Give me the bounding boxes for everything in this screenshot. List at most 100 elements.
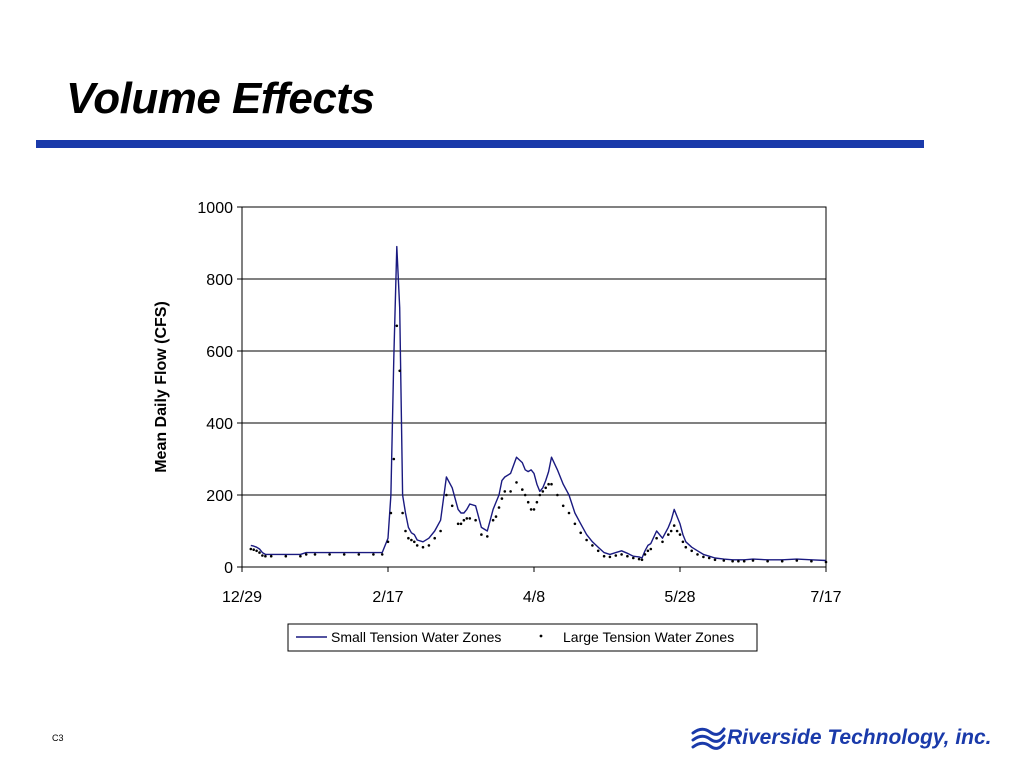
data-point xyxy=(614,554,618,557)
data-point xyxy=(386,540,390,544)
data-point xyxy=(503,490,507,493)
data-point xyxy=(737,559,740,563)
data-point xyxy=(486,535,489,538)
data-point xyxy=(328,553,331,556)
data-point xyxy=(707,556,711,560)
data-point xyxy=(342,553,346,556)
y-tick-label: 600 xyxy=(206,344,233,361)
data-point xyxy=(459,522,463,526)
y-tick-label: 200 xyxy=(206,488,233,505)
data-point xyxy=(596,549,600,553)
x-tick-label: 7/17 xyxy=(810,589,841,606)
data-point xyxy=(742,559,746,563)
data-point xyxy=(672,524,676,527)
data-point xyxy=(401,511,404,515)
data-point xyxy=(649,547,653,551)
plot-frame xyxy=(241,206,827,568)
x-tick-label: 5/28 xyxy=(664,589,695,606)
data-point xyxy=(509,490,512,493)
data-point xyxy=(304,553,308,556)
data-point xyxy=(795,559,799,562)
y-axis-label: Mean Daily Flow (CFS) xyxy=(153,301,170,473)
data-point xyxy=(264,554,267,558)
data-point xyxy=(824,560,828,564)
data-point xyxy=(608,555,612,559)
data-point xyxy=(480,533,483,536)
data-point xyxy=(602,554,606,558)
legend-box xyxy=(287,623,758,652)
data-point xyxy=(591,544,594,547)
data-point xyxy=(529,508,533,511)
data-point xyxy=(404,529,407,533)
data-point xyxy=(491,518,495,522)
data-point xyxy=(462,518,466,522)
data-point xyxy=(678,533,682,536)
data-point xyxy=(643,553,647,556)
data-point xyxy=(579,531,582,535)
x-tick-label: 4/8 xyxy=(523,589,545,606)
data-point xyxy=(258,551,261,554)
data-point xyxy=(532,508,536,511)
data-point xyxy=(632,556,635,560)
data-point xyxy=(261,554,264,557)
data-point xyxy=(681,540,685,544)
data-point xyxy=(413,540,416,544)
y-tick-label: 0 xyxy=(224,560,233,577)
data-point xyxy=(722,559,726,562)
data-point xyxy=(661,540,664,544)
data-point xyxy=(357,553,361,556)
legend-label-large: Large Tension Water Zones xyxy=(563,629,734,645)
data-point xyxy=(544,486,547,490)
data-point xyxy=(696,553,699,556)
data-point xyxy=(389,511,393,515)
data-point xyxy=(655,536,658,540)
data-point xyxy=(620,553,623,556)
riverside-wave-icon xyxy=(691,727,726,750)
data-point xyxy=(410,538,413,542)
data-point xyxy=(521,488,524,491)
data-point xyxy=(313,553,317,556)
company-logo: Riverside Technology, inc. xyxy=(690,722,1000,754)
data-point xyxy=(407,536,410,540)
series-dots-large-tension xyxy=(249,324,828,564)
data-point xyxy=(372,553,375,556)
data-point xyxy=(731,559,734,563)
x-axis-ticks: 12/29 2/17 4/8 5/28 7/17 xyxy=(222,567,842,606)
series-layer xyxy=(249,245,828,564)
data-point xyxy=(547,482,550,486)
data-point xyxy=(439,529,442,533)
data-point xyxy=(427,544,431,547)
data-point xyxy=(780,559,784,563)
data-point xyxy=(450,504,454,508)
data-point xyxy=(702,555,705,559)
data-point xyxy=(561,504,565,508)
data-point xyxy=(669,529,673,533)
chart-gridlines xyxy=(242,278,826,496)
data-point xyxy=(269,554,273,558)
data-point xyxy=(468,517,472,520)
data-point xyxy=(392,457,396,461)
data-point xyxy=(398,369,402,373)
data-point xyxy=(541,490,545,493)
chart-legend: Small Tension Water Zones Large Tension … xyxy=(287,623,758,652)
data-point xyxy=(494,515,498,518)
data-point xyxy=(556,493,559,497)
data-point xyxy=(535,500,539,504)
data-point xyxy=(299,554,302,558)
y-tick-label: 400 xyxy=(206,416,233,433)
data-point xyxy=(637,557,641,561)
data-point xyxy=(515,481,518,484)
data-point xyxy=(433,536,437,540)
data-point xyxy=(252,548,255,551)
legend-label-small: Small Tension Water Zones xyxy=(331,629,501,645)
x-tick-label: 12/29 xyxy=(222,589,262,606)
logo-text: Riverside Technology, inc. xyxy=(727,726,992,749)
data-point xyxy=(538,493,542,497)
series-line-small-tension xyxy=(250,245,827,562)
data-point xyxy=(550,482,553,486)
data-point xyxy=(690,549,693,553)
data-point xyxy=(380,553,384,556)
data-point xyxy=(474,518,477,522)
data-point xyxy=(751,559,755,562)
data-point xyxy=(713,558,717,562)
